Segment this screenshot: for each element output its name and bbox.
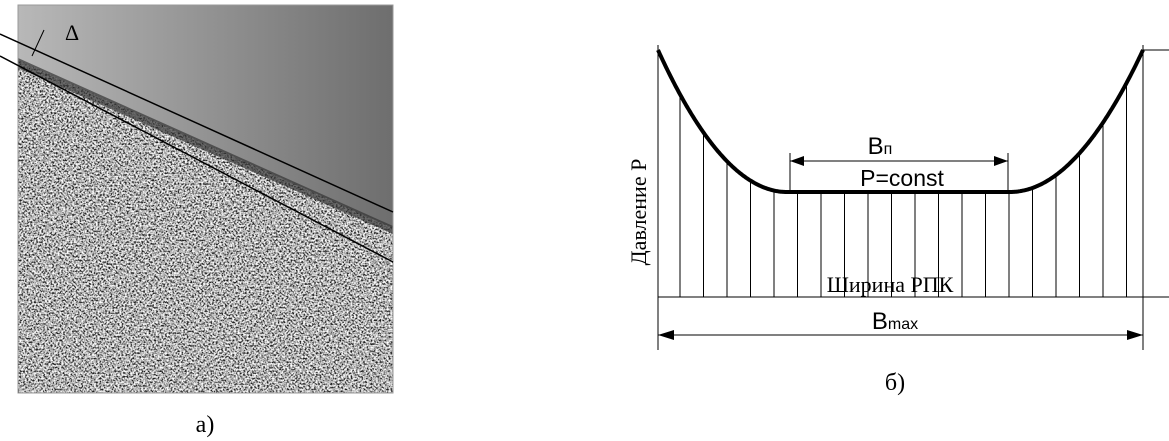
micrograph — [18, 5, 393, 393]
arrow-head — [790, 156, 804, 166]
arrow-head — [658, 330, 674, 340]
x-axis-label: Ширина РПК — [827, 272, 954, 297]
caption: б) — [885, 370, 905, 396]
pressure-diagram — [658, 45, 1169, 350]
label-letter: В — [872, 308, 888, 335]
figure-canvas: Δ а) Давление P Вп P=const Ширина РПК Вm… — [0, 0, 1169, 441]
y-axis-label: Давление P — [626, 159, 651, 266]
figure: Δ а) Давление P Вп P=const Ширина РПК Вm… — [0, 0, 1169, 441]
caption: а) — [196, 412, 215, 438]
arrow-head — [1127, 330, 1143, 340]
inner-width-label: Вп — [868, 133, 893, 160]
max-width-label: Вmax — [872, 308, 918, 335]
delta-label: Δ — [65, 20, 79, 45]
label-subscript: п — [884, 141, 893, 158]
arrow-head — [994, 156, 1008, 166]
label-subscript: max — [888, 316, 918, 333]
plateau-label: P=const — [860, 165, 944, 191]
label-letter: В — [868, 133, 884, 160]
